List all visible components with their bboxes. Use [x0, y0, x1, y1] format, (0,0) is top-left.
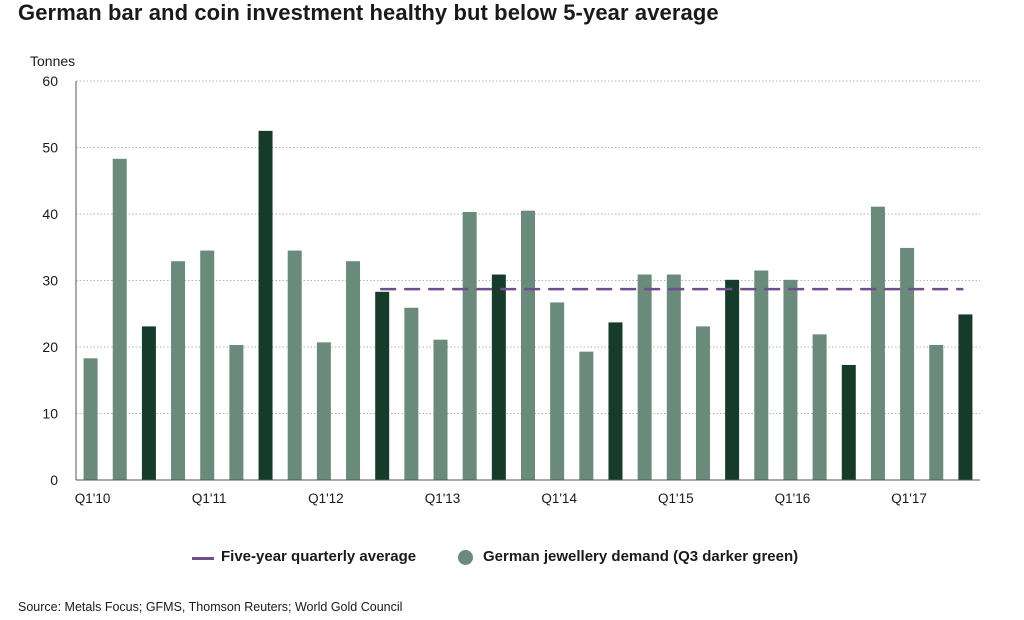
legend-line-swatch: [192, 557, 214, 560]
legend-dot-label: German jewellery demand (Q3 darker green…: [483, 548, 799, 565]
bar: [375, 291, 390, 480]
legend: Five-year quarterly average German jewel…: [0, 546, 1024, 570]
bar: [695, 326, 710, 480]
y-tick-label: 60: [42, 73, 58, 89]
bar: [783, 279, 798, 480]
bar: [521, 210, 535, 481]
bar: [112, 158, 127, 480]
bar: [754, 270, 769, 480]
bar: [666, 274, 681, 480]
bar: [433, 339, 448, 480]
bar: [462, 212, 477, 480]
y-tick-label: 20: [42, 339, 58, 355]
bar: [608, 322, 623, 480]
bar: [870, 206, 885, 480]
bar: [83, 358, 98, 480]
y-axis-label: Tonnes: [30, 53, 75, 69]
y-tick-label: 10: [42, 406, 58, 422]
bars: [83, 130, 973, 481]
bar: [929, 345, 944, 480]
bar: [841, 364, 856, 480]
bar: [258, 130, 273, 480]
bar: [229, 345, 244, 480]
y-tick-labels: 0 10 20 30 40 50 60: [42, 73, 58, 488]
bar: [346, 261, 361, 480]
y-tick-label: 0: [50, 472, 58, 488]
bar: [141, 326, 156, 480]
x-tick-label: Q1'14: [541, 491, 577, 506]
y-tick-label: 40: [42, 206, 58, 222]
bar: [287, 250, 302, 480]
x-tick-label: Q1'12: [308, 491, 344, 506]
chart-title: German bar and coin investment healthy b…: [18, 0, 719, 25]
bar: [200, 250, 215, 480]
bar: [579, 351, 594, 480]
bar: [725, 279, 740, 480]
bar: [900, 247, 915, 480]
x-tick-label: Q1'10: [75, 491, 111, 506]
y-tick-label: 50: [42, 140, 58, 156]
x-axis: Q1'10 Q1'11 Q1'12 Q1'13 Q1'14 Q1'15 Q1'16 Q1'17: [75, 479, 980, 506]
bar: [171, 261, 186, 480]
x-tick-label: Q1'11: [192, 491, 227, 506]
bar: [316, 342, 331, 480]
x-tick-label: Q1'16: [775, 491, 811, 506]
x-tick-label: Q1'13: [425, 491, 461, 506]
bar: [958, 314, 973, 480]
legend-dot-swatch: [458, 550, 473, 565]
y-tick-label: 30: [42, 273, 58, 289]
bar: [550, 302, 565, 480]
x-tick-label: Q1'15: [658, 491, 694, 506]
bar: [404, 307, 419, 480]
bar: [491, 274, 506, 480]
bar: [812, 334, 827, 480]
bar: [637, 274, 652, 480]
legend-line-label: Five-year quarterly average: [221, 548, 417, 565]
source-note: Source: Metals Focus; GFMS, Thomson Reut…: [18, 600, 403, 614]
x-tick-label: Q1'17: [891, 491, 927, 506]
